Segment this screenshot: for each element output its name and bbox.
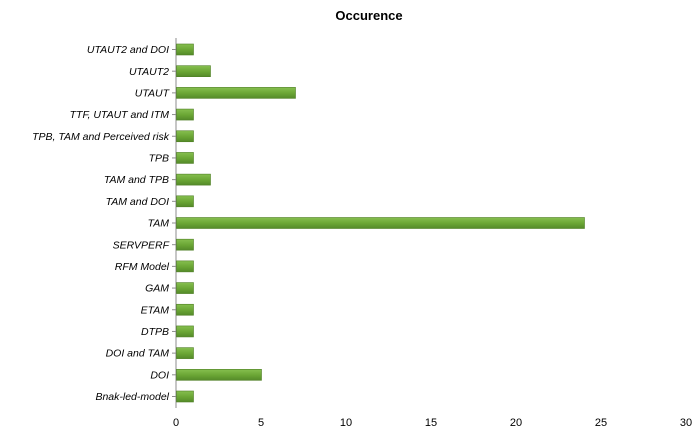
x-tick-label: 30	[680, 417, 692, 429]
bar	[176, 347, 194, 359]
bar	[176, 43, 194, 56]
category-label: DTPB	[141, 326, 169, 338]
x-tick-label: 0	[173, 417, 179, 429]
category-label: UTAUT2	[129, 66, 169, 78]
bar	[176, 390, 194, 403]
bar	[176, 195, 194, 208]
bar	[176, 87, 296, 99]
bar	[176, 130, 194, 143]
category-label: UTAUT	[135, 87, 171, 99]
bar	[176, 173, 211, 186]
category-label: TPB, TAM and Perceived risk	[32, 131, 170, 143]
bar	[176, 217, 585, 229]
x-tick-label: 15	[425, 417, 437, 429]
bar	[176, 282, 194, 294]
axis-layer	[172, 38, 177, 408]
category-label: TPB	[149, 153, 169, 165]
category-label: TAM	[148, 218, 170, 230]
bar	[176, 260, 194, 273]
x-tick-label: 20	[510, 417, 522, 429]
bar	[176, 303, 194, 316]
bar-layer	[176, 43, 585, 403]
bar	[176, 152, 194, 164]
bar	[176, 369, 262, 381]
category-label: SERVPERF	[113, 239, 170, 251]
category-label: DOI	[150, 369, 169, 381]
category-label: Bnak-led-model	[95, 391, 169, 403]
x-tick-label: 25	[595, 417, 607, 429]
category-label: ETAM	[141, 304, 170, 316]
category-label: TTF, UTAUT and ITM	[70, 109, 170, 121]
bar	[176, 108, 194, 121]
category-label: UTAUT2 and DOI	[87, 44, 169, 56]
bar	[176, 325, 194, 338]
category-label-layer: UTAUT2 and DOI UTAUT2 UTAUT TTF, UTAUT and …	[32, 44, 171, 403]
bar	[176, 65, 211, 77]
category-label: RFM Model	[115, 261, 170, 273]
category-label: TAM and DOI	[106, 196, 169, 208]
x-tick-label: 5	[258, 417, 264, 429]
category-label: TAM and TPB	[104, 174, 169, 186]
bar	[176, 238, 194, 251]
chart-title: Occurence	[335, 8, 402, 23]
x-tick-label: 10	[340, 417, 352, 429]
category-label: GAM	[145, 283, 169, 295]
category-label: DOI and TAM	[106, 348, 170, 360]
x-tick-layer: 0 5 10 15 20 25 30	[173, 417, 692, 429]
